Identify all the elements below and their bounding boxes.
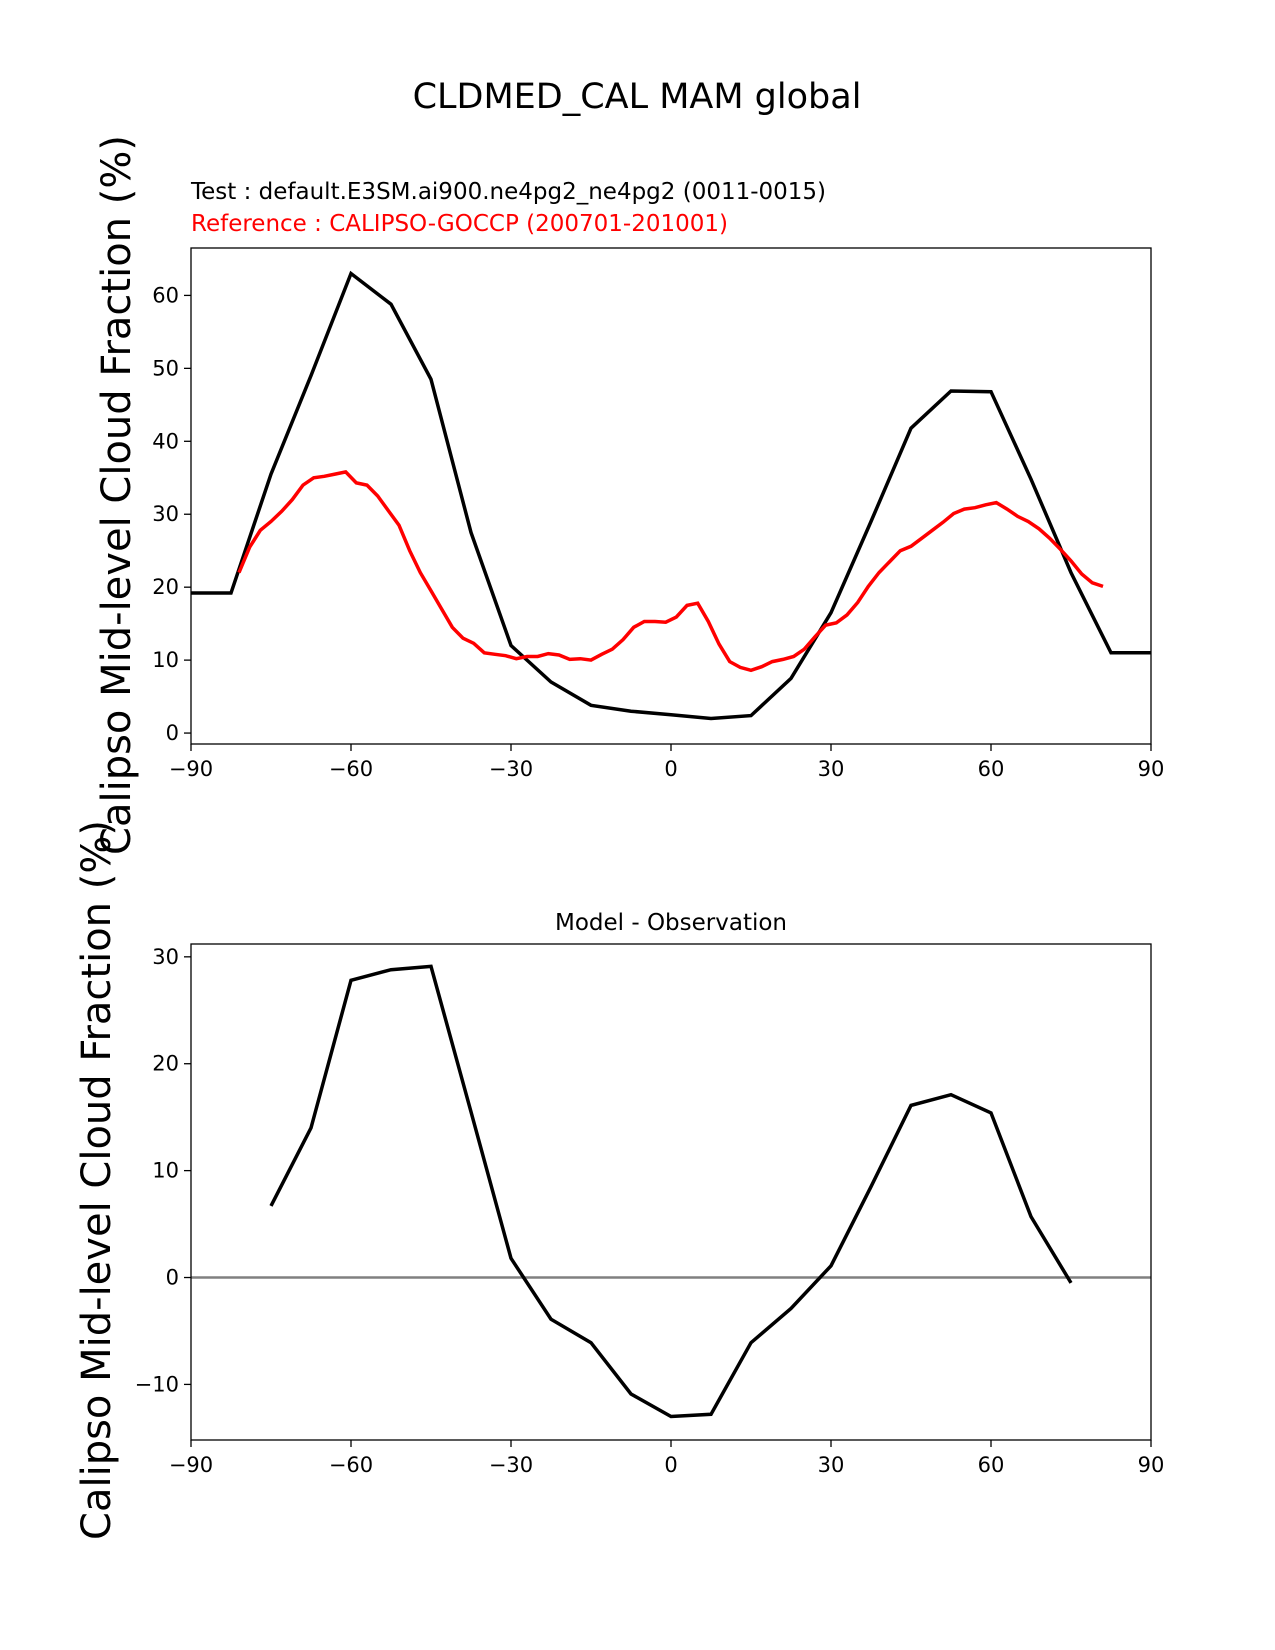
top-xtick-label: −30	[489, 757, 533, 781]
bottom-ytick-label: 30	[152, 945, 179, 969]
top-xtick-label: 60	[978, 757, 1005, 781]
reference-label: Reference : CALIPSO-GOCCP (200701-201001…	[191, 211, 728, 237]
top-series-line-1	[237, 469, 1104, 673]
bottom-xtick-label: 0	[664, 1453, 677, 1477]
top-ytick-label: 60	[152, 283, 179, 307]
top-ticks: −90 −60 −30 0 30 60 90 0 10 20 30 40 50 60	[152, 283, 1164, 781]
bottom-ticks: −90 −60 −30 0 30 60 90 −10 0 10 20 30	[135, 945, 1165, 1477]
top-ytick-label: 50	[152, 356, 179, 380]
top-xtick-label: −60	[329, 757, 373, 781]
bottom-xtick-label: 90	[1138, 1453, 1165, 1477]
top-xtick-label: 30	[818, 757, 845, 781]
bottom-xtick-label: −60	[329, 1453, 373, 1477]
bottom-xtick-label: −30	[489, 1453, 533, 1477]
top-ytick-label: 0	[166, 721, 179, 745]
bottom-ytick-label: 20	[152, 1052, 179, 1076]
top-series-line-0	[191, 270, 1151, 721]
bottom-title: Model - Observation	[555, 910, 787, 936]
top-panel: Test : default.E3SM.ai900.ne4pg2_ne4pg2 …	[94, 135, 1164, 855]
top-ytick-label: 20	[152, 575, 179, 599]
figure-title: CLDMED_CAL MAM global	[413, 77, 862, 117]
top-axes-frame	[190, 247, 1152, 745]
top-ytick-label: 10	[152, 648, 179, 672]
bottom-ytick-label: −10	[135, 1372, 179, 1396]
bottom-xtick-label: 60	[978, 1453, 1005, 1477]
top-plot-area	[191, 270, 1151, 721]
top-xtick-label: 90	[1138, 757, 1165, 781]
top-xtick-label: −90	[169, 757, 213, 781]
bottom-axes-frame	[190, 943, 1152, 1441]
bottom-ytick-label: 10	[152, 1159, 179, 1183]
bottom-xtick-label: 30	[818, 1453, 845, 1477]
top-ylabel: Calipso Mid-level Cloud Fraction (%)	[94, 135, 140, 855]
top-xtick-label: 0	[664, 757, 677, 781]
bottom-series-line-0	[269, 964, 1073, 1419]
top-ytick-label: 30	[152, 502, 179, 526]
bottom-panel: Model - Observation Calipso Mid-level Cl…	[74, 820, 1164, 1540]
bottom-ytick-label: 0	[166, 1266, 179, 1290]
bottom-plot-area	[191, 964, 1151, 1419]
test-label: Test : default.E3SM.ai900.ne4pg2_ne4pg2 …	[190, 179, 826, 205]
top-ytick-label: 40	[152, 429, 179, 453]
bottom-xtick-label: −90	[169, 1453, 213, 1477]
bottom-ylabel: Calipso Mid-level Cloud Fraction (%)	[74, 820, 120, 1540]
